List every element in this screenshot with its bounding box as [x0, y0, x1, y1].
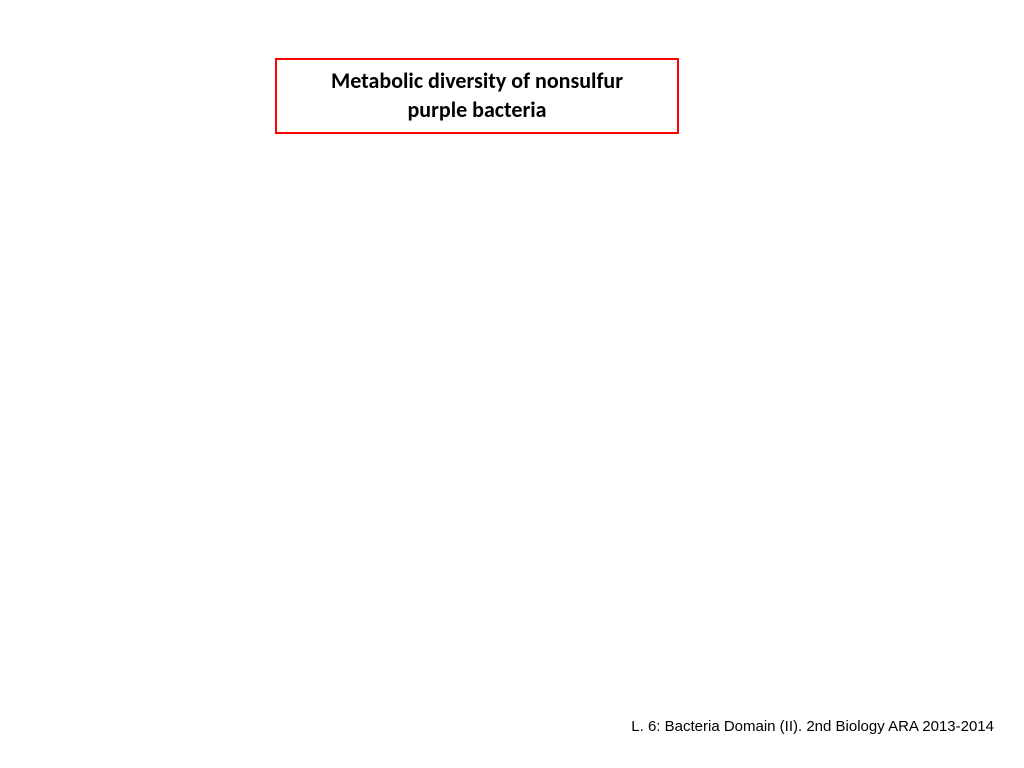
footer-text: L. 6: Bacteria Domain (II). 2nd Biology … — [631, 718, 994, 735]
title-box: Metabolic diversity of nonsulfur purple … — [275, 58, 679, 134]
title-text-container: Metabolic diversity of nonsulfur purple … — [331, 67, 623, 124]
title-line-1: Metabolic diversity of nonsulfur — [331, 67, 623, 94]
title-line-2: purple bacteria — [407, 96, 546, 123]
